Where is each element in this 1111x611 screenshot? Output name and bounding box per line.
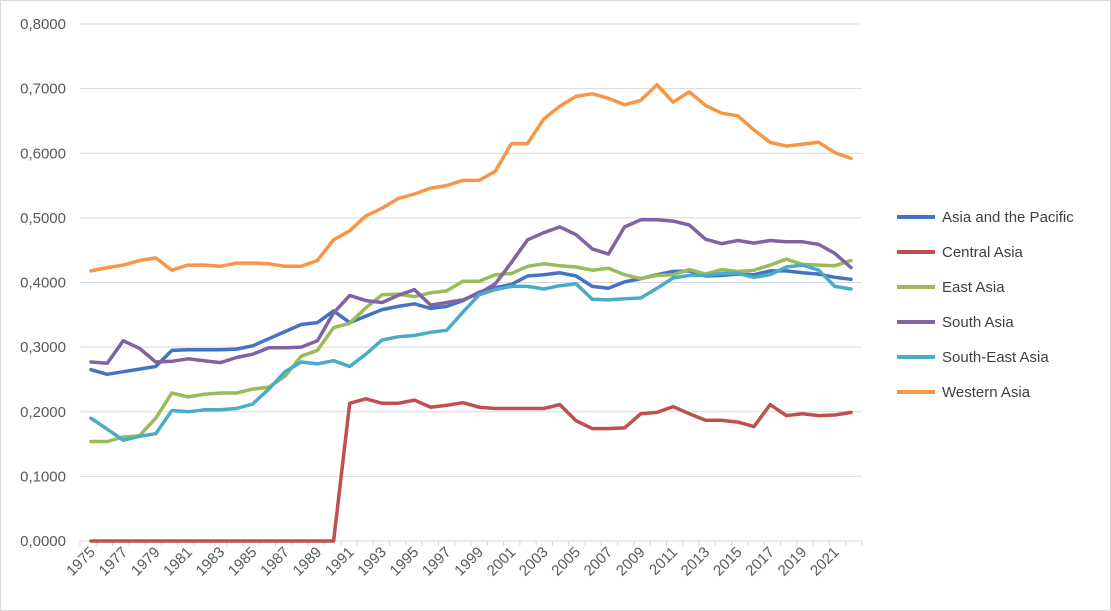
x-tick-label: 2005	[548, 544, 584, 580]
x-tick-label: 1979	[128, 544, 164, 580]
x-tick-label: 1981	[160, 544, 196, 580]
x-tick-label: 1989	[290, 544, 326, 580]
x-tick-label: 2001	[484, 544, 520, 580]
y-tick-label: 0,6000	[20, 145, 66, 162]
x-tick-label: 1995	[387, 544, 423, 580]
x-axis-tick-labels: 1975197719791981198319851987198919911993…	[63, 544, 842, 580]
legend: Asia and the Pacific Central Asia East Asi…	[897, 209, 1074, 401]
legend-label-asia-and-the-pacific: Asia and the Pacific	[942, 209, 1074, 226]
x-tick-label: 1997	[419, 544, 455, 580]
x-tick-label: 1993	[354, 544, 390, 580]
legend-label-western-asia: Western Asia	[942, 384, 1031, 401]
y-tick-label: 0,8000	[20, 16, 66, 33]
x-tick-label: 1987	[257, 544, 293, 580]
gridlines	[80, 23, 862, 477]
legend-label-south-east-asia: South-East Asia	[942, 349, 1049, 366]
series-line-south-asia	[89, 218, 853, 366]
x-tick-label: 2007	[581, 544, 617, 580]
x-tick-label: 2009	[613, 544, 649, 580]
x-tick-label: 1991	[322, 544, 358, 580]
y-tick-label: 0,4000	[20, 275, 66, 292]
y-tick-label: 0,1000	[20, 468, 66, 485]
x-tick-label: 2017	[742, 544, 778, 580]
x-tick-label: 2019	[775, 544, 811, 580]
series-line-east-asia	[89, 257, 853, 444]
x-tick-label: 2015	[710, 544, 746, 580]
legend-label-east-asia: East Asia	[942, 279, 1005, 296]
series-line-western-asia	[89, 82, 853, 273]
x-tick-label: 1975	[63, 544, 99, 580]
legend-label-south-asia: South Asia	[942, 314, 1014, 331]
x-tick-label: 1999	[451, 544, 487, 580]
x-tick-label: 2011	[646, 544, 681, 579]
y-tick-label: 0,3000	[20, 339, 66, 356]
x-tick-label: 2003	[516, 544, 552, 580]
y-tick-label: 0,5000	[20, 210, 66, 227]
series-line-asia-and-the-pacific	[89, 269, 853, 377]
x-tick-label: 1985	[225, 544, 261, 580]
y-tick-label: 0,2000	[20, 404, 66, 421]
x-tick-label: 2021	[807, 544, 843, 580]
x-tick-label: 2013	[678, 544, 714, 580]
legend-label-central-asia: Central Asia	[942, 244, 1024, 261]
series-line-central-asia	[89, 397, 853, 543]
x-tick-label: 1977	[96, 544, 132, 580]
series-lines	[89, 82, 853, 543]
y-axis-tick-labels: 0,0000 0,1000 0,2000 0,3000 0,4000 0,5000 0,60…	[20, 16, 66, 550]
x-tick-label: 1983	[193, 544, 229, 580]
series-line-south-east-asia	[89, 263, 853, 442]
y-tick-label: 0,7000	[20, 81, 66, 98]
y-tick-label: 0,0000	[20, 533, 66, 550]
